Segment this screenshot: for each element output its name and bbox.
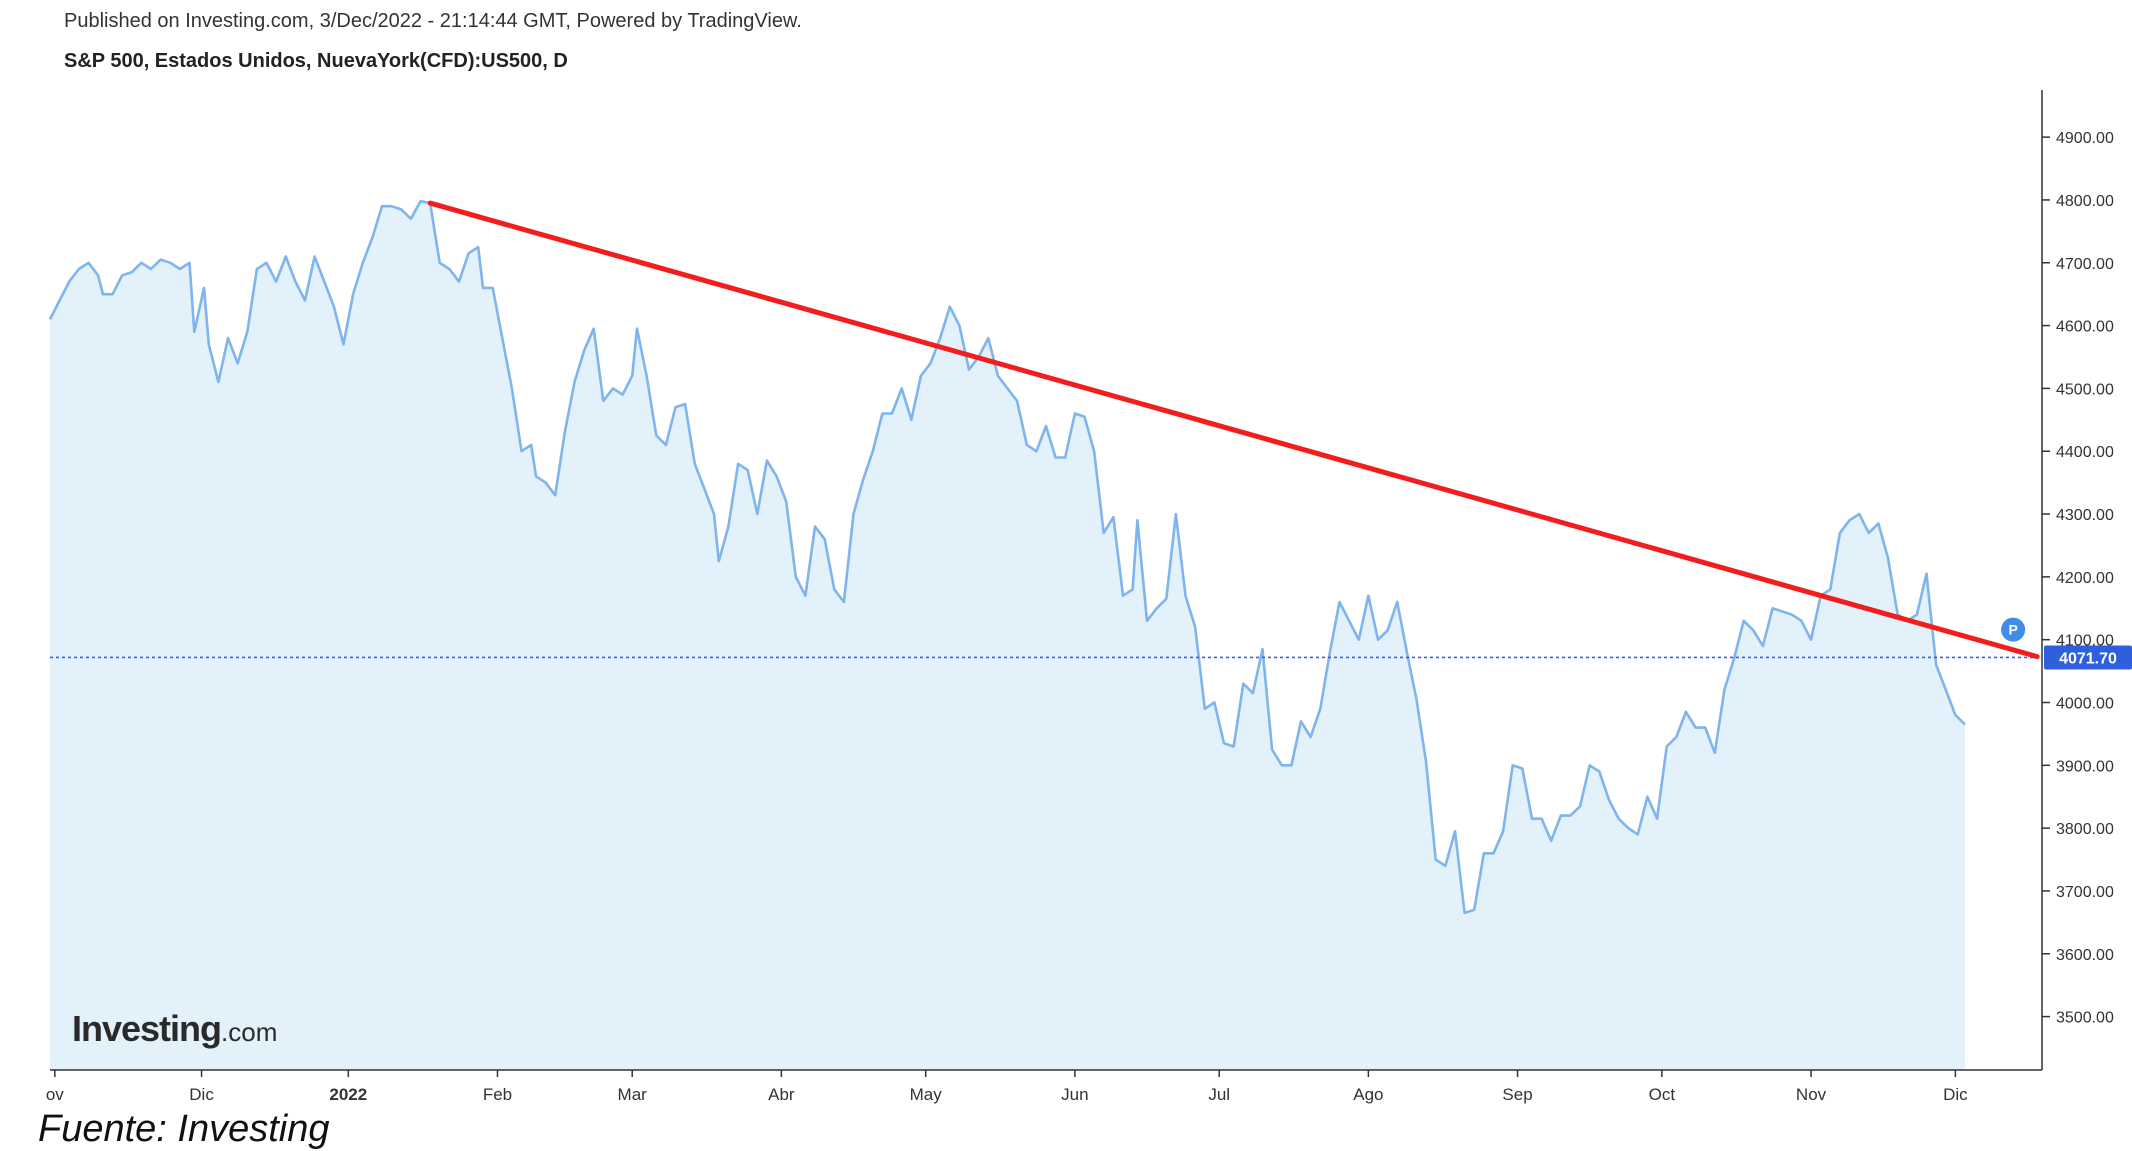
y-tick-label: 3900.00 [2056,758,2114,775]
resistance-trendline [427,200,2040,660]
x-tick-label: 2022 [329,1085,367,1104]
y-tick-label: 4000.00 [2056,696,2114,713]
price-area-fill [50,201,1965,1070]
marker-circle [2001,617,2026,642]
y-tick-label: 3600.00 [2056,947,2114,964]
source-caption: Fuente: Investing [38,1108,330,1150]
logo-suffix: .com [221,1017,278,1047]
price-series-line [48,199,1966,915]
x-tick-label: Feb [483,1085,512,1104]
y-tick-label: 4100.00 [2056,633,2114,650]
investing-logo: Investing.com [72,1008,277,1050]
y-tick-label: 4600.00 [2056,319,2114,336]
y-tick-label: 4900.00 [2056,130,2114,147]
x-tick-label: Dic [189,1085,214,1104]
x-tick-label: Jun [1061,1085,1088,1104]
y-tick-label: 3500.00 [2056,1010,2114,1027]
y-tick-label: 4700.00 [2056,256,2114,273]
y-tick-label: 4200.00 [2056,570,2114,587]
current-price-badge [2044,645,2132,670]
x-tick-label: May [910,1085,943,1104]
published-info: Published on Investing.com, 3/Dec/2022 -… [64,10,802,32]
x-tick-label: Mar [618,1085,648,1104]
x-tick-label: Dic [1943,1085,1968,1104]
marker-label: P [2008,622,2017,638]
x-tick-label: ov [46,1085,64,1104]
x-tick-label: Abr [768,1085,795,1104]
x-tick-label: Sep [1502,1085,1532,1104]
y-tick-label: 4300.00 [2056,507,2114,524]
chart-symbol-title: S&P 500, Estados Unidos, NuevaYork(CFD):… [64,50,568,72]
x-tick-label: Nov [1796,1085,1827,1104]
y-tick-label: 4500.00 [2056,381,2114,398]
x-tick-label: Ago [1353,1085,1383,1104]
logo-name: Investing [72,1008,222,1049]
y-tick-label: 4800.00 [2056,193,2114,210]
x-tick-label: Oct [1649,1085,1676,1104]
y-tick-label: 4400.00 [2056,444,2114,461]
y-tick-label: 3800.00 [2056,821,2114,838]
y-tick-label: 3700.00 [2056,884,2114,901]
current-price-label: 4071.70 [2059,650,2117,667]
x-tick-label: Jul [1208,1085,1230,1104]
